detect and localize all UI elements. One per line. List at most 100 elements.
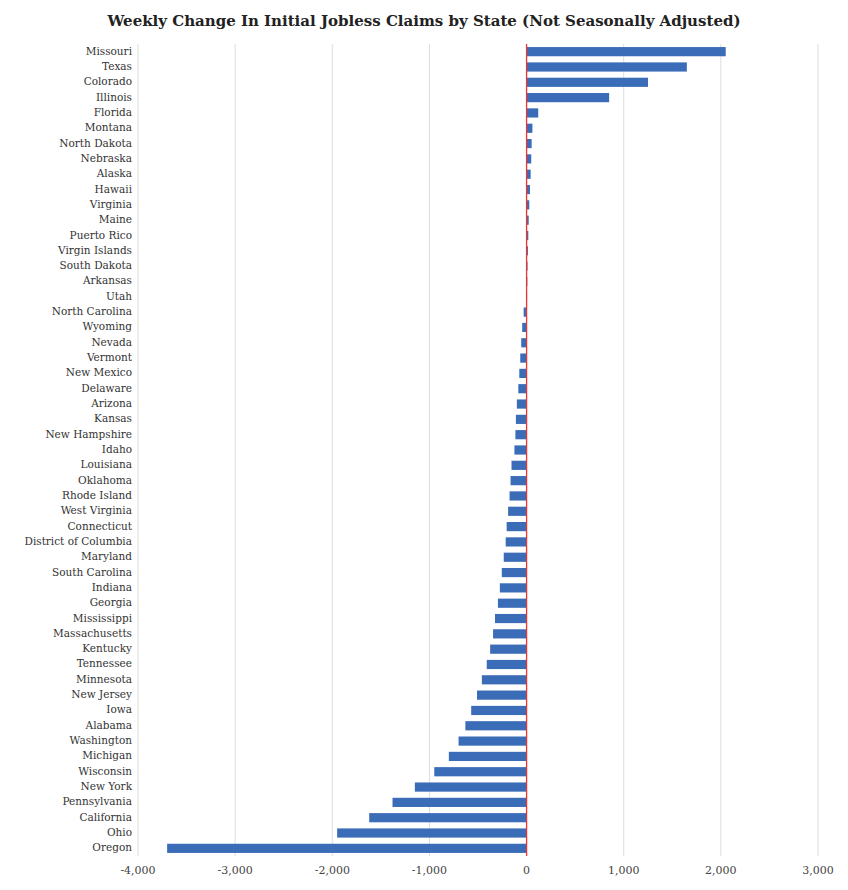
bar [434,767,526,776]
y-tick-label: New York [81,780,133,792]
y-tick-label: Utah [106,290,132,302]
y-tick-label: Florida [94,106,132,118]
bar [511,476,527,485]
y-tick-label: Oregon [92,841,132,853]
y-tick-label: Kansas [94,412,132,424]
y-tick-label: Kentucky [82,642,132,654]
y-tick-label: Ohio [107,826,132,838]
y-tick-label: Oklahoma [78,474,132,486]
x-tick-label: 0 [523,864,530,877]
bar [520,353,526,362]
y-tick-label: Vermont [86,351,133,363]
y-tick-label: Iowa [106,703,132,715]
x-tick-label: 3,000 [802,864,834,877]
bar [449,752,527,761]
y-tick-label: Idaho [102,443,132,455]
y-tick-label: Illinois [96,91,132,103]
y-tick-label: Maine [99,213,132,225]
bar [393,798,527,807]
bar [495,614,527,623]
bar [500,583,527,592]
y-tick-label: California [79,811,132,823]
bar [515,430,526,439]
x-tick-label: 2,000 [705,864,737,877]
bar [487,660,527,669]
bar [504,553,527,562]
bar [507,522,527,531]
y-tick-label: Maryland [81,550,132,562]
y-tick-label: North Dakota [59,137,132,149]
grid-line [332,44,333,856]
bar [465,721,526,730]
y-tick-label: Pennsylvania [62,795,132,807]
x-tick-label: -2,000 [315,864,350,877]
x-tick-label: -1,000 [412,864,447,877]
y-tick-label: Wisconsin [78,765,132,777]
bar [506,537,527,546]
y-tick-label: Virgin Islands [57,244,132,256]
grid-line [235,44,236,856]
y-tick-label: Nebraska [81,152,132,164]
y-tick-label: Rhode Island [62,489,132,501]
y-tick-label: Hawaii [95,183,133,195]
grid-line [720,44,721,856]
x-tick-label: 1,000 [608,864,640,877]
grid-line [526,44,527,856]
bar [369,813,526,822]
bar [510,491,527,500]
bar [527,47,726,56]
chart: Weekly Change In Initial Jobless Claims … [0,0,848,890]
y-tick-label: Colorado [84,75,132,87]
y-tick-label: Wyoming [82,320,132,332]
grid-line [138,44,139,856]
y-tick-label: Delaware [81,382,132,394]
bar [527,139,532,148]
bar [514,445,526,454]
y-tick-label: Missouri [86,45,133,57]
bar [508,507,526,516]
bar [337,828,526,837]
y-tick-label: Texas [102,60,132,72]
bar [512,461,527,470]
bar [527,124,533,133]
x-tick-label: -3,000 [218,864,253,877]
y-tick-label: District of Columbia [24,535,132,547]
bar [517,399,527,408]
grid [138,44,818,856]
y-tick-label: Nevada [91,336,132,348]
y-tick-label: Montana [85,121,132,133]
bar [519,369,526,378]
bar [502,568,527,577]
x-tick-label: -4,000 [120,864,155,877]
y-tick-label: Connecticut [68,520,133,532]
grid-line [818,44,819,856]
y-tick-label: New Hampshire [45,428,132,440]
grid-line [623,44,624,856]
y-tick-label: New Jersey [71,688,132,700]
bar [516,415,527,424]
bar [477,691,527,700]
y-tick-label: Indiana [92,581,132,593]
grid-line [429,44,430,856]
y-tick-label: Alaska [96,167,132,179]
y-tick-label: West Virginia [61,504,132,516]
y-tick-label: Georgia [90,596,132,608]
y-tick-label: Massachusetts [53,627,132,639]
y-tick-label: Louisiana [81,458,132,470]
bar [527,108,539,117]
y-tick-label: Minnesota [76,673,132,685]
bar [471,706,526,715]
y-tick-label: Tennessee [77,657,132,669]
bar [527,62,687,71]
y-tick-label: Arizona [90,397,132,409]
bar [459,736,527,745]
bars [167,47,726,853]
y-tick-label: Michigan [82,749,132,761]
y-tick-label: New Mexico [66,366,132,378]
bar [482,675,527,684]
y-tick-label: North Carolina [52,305,132,317]
bar [490,645,526,654]
bar [521,338,526,347]
y-tick-label: Mississippi [73,612,133,624]
y-tick-label: Arkansas [82,274,132,286]
